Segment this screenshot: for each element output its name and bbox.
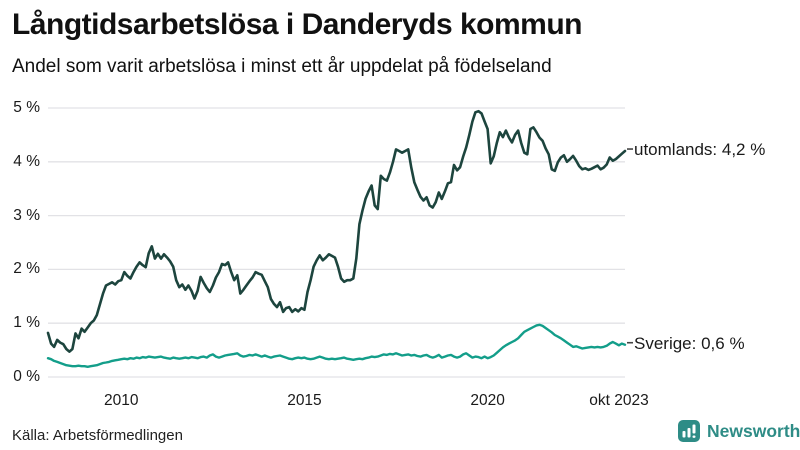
newsworthy-wordmark: Newsworthy <box>707 420 800 441</box>
newsworthy-logo-icon <box>678 420 700 442</box>
y-tick-label: 4 % <box>13 152 40 170</box>
series-label-utomlands: utomlands: 4,2 % <box>634 140 766 160</box>
x-tick-label: 2010 <box>104 392 139 409</box>
chart-title: Långtidsarbetslösa i Danderyds kommun <box>12 8 582 41</box>
y-tick-label: 1 % <box>13 314 40 332</box>
series-label-sverige: Sverige: 0,6 % <box>634 333 745 353</box>
y-tick-label: 3 % <box>13 206 40 224</box>
y-tick-label: 5 % <box>13 99 40 116</box>
chart-subtitle: Andel som varit arbetslösa i minst ett å… <box>12 56 552 77</box>
y-tick-label: 2 % <box>13 260 40 278</box>
x-tick-label: 2015 <box>287 392 322 409</box>
x-tick-label: 2020 <box>470 392 505 409</box>
source-note: Källa: Arbetsförmedlingen <box>12 427 183 444</box>
y-tick-label: 0 % <box>13 368 40 385</box>
newsworthy-brand: Newsworthy <box>678 420 800 442</box>
x-tick-label: okt 2023 <box>589 392 649 409</box>
series-line-utomlands <box>46 109 627 353</box>
series-line-sverige <box>46 323 627 368</box>
